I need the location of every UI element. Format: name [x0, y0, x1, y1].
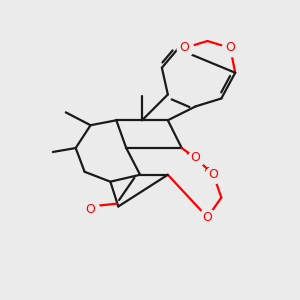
- Text: O: O: [208, 168, 218, 181]
- Text: O: O: [85, 203, 95, 216]
- Text: O: O: [202, 211, 212, 224]
- Text: O: O: [180, 41, 190, 55]
- Text: O: O: [190, 152, 200, 164]
- Text: O: O: [225, 41, 235, 55]
